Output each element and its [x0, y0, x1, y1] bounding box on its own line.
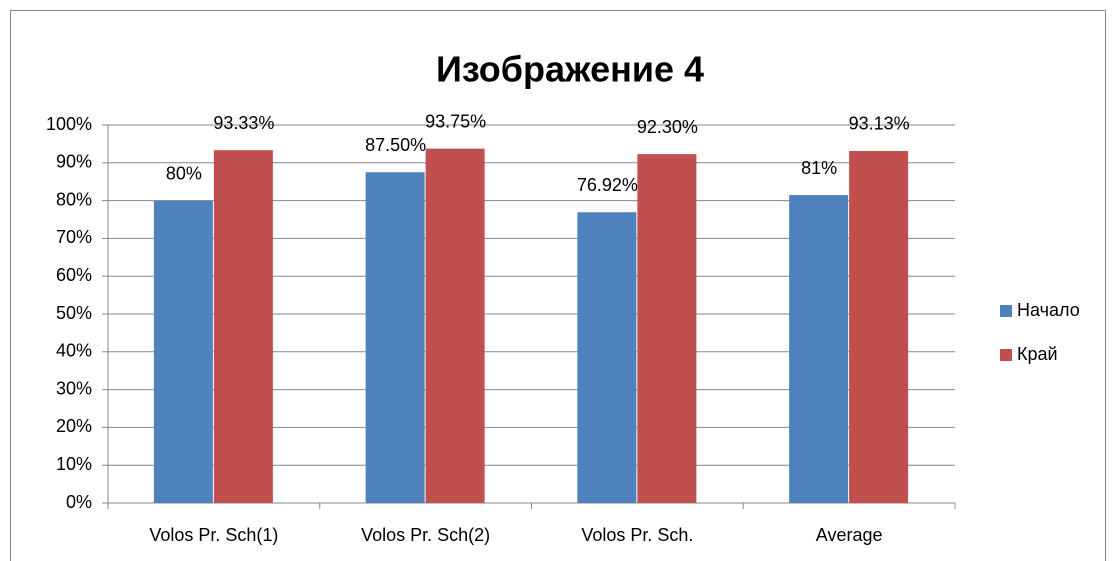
- bar: [637, 154, 697, 503]
- bar: [577, 212, 637, 503]
- y-tick-label: 70%: [56, 227, 92, 247]
- data-label: 92.30%: [637, 117, 698, 137]
- legend-label: Начало: [1017, 300, 1080, 320]
- bar: [789, 195, 849, 503]
- y-tick-label: 50%: [56, 303, 92, 323]
- y-tick-label: 0%: [66, 492, 92, 512]
- legend-swatch: [1000, 349, 1012, 361]
- y-tick-label: 10%: [56, 454, 92, 474]
- data-label: 80%: [166, 163, 202, 183]
- data-label: 93.75%: [425, 111, 486, 131]
- x-tick-label: Volos Pr. Sch(1): [149, 525, 278, 545]
- y-tick-label: 40%: [56, 341, 92, 361]
- legend-swatch: [1000, 305, 1012, 317]
- y-tick-label: 30%: [56, 378, 92, 398]
- x-tick-label: Volos Pr. Sch(2): [361, 525, 490, 545]
- bar: [849, 150, 909, 503]
- data-label: 87.50%: [365, 135, 426, 155]
- bar: [213, 150, 273, 504]
- bar: [365, 172, 425, 503]
- y-tick-label: 20%: [56, 416, 92, 436]
- data-label: 81%: [801, 158, 837, 178]
- x-tick-label: Average: [816, 525, 883, 545]
- data-label: 93.33%: [213, 113, 274, 133]
- chart-title: Изображение 4: [436, 49, 704, 90]
- y-tick-label: 60%: [56, 265, 92, 285]
- data-label: 93.13%: [849, 114, 910, 134]
- legend-label: Край: [1017, 344, 1058, 364]
- y-tick-label: 100%: [46, 114, 92, 134]
- y-tick-label: 90%: [56, 152, 92, 172]
- data-label: 76.92%: [577, 175, 638, 195]
- bar: [425, 148, 485, 503]
- y-tick-label: 80%: [56, 189, 92, 209]
- bar: [153, 200, 213, 503]
- x-tick-label: Volos Pr. Sch.: [581, 525, 693, 545]
